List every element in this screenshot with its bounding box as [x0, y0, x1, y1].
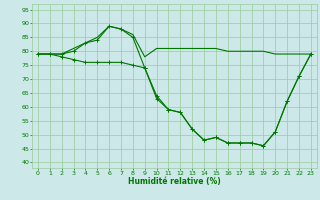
X-axis label: Humidité relative (%): Humidité relative (%) — [128, 177, 221, 186]
